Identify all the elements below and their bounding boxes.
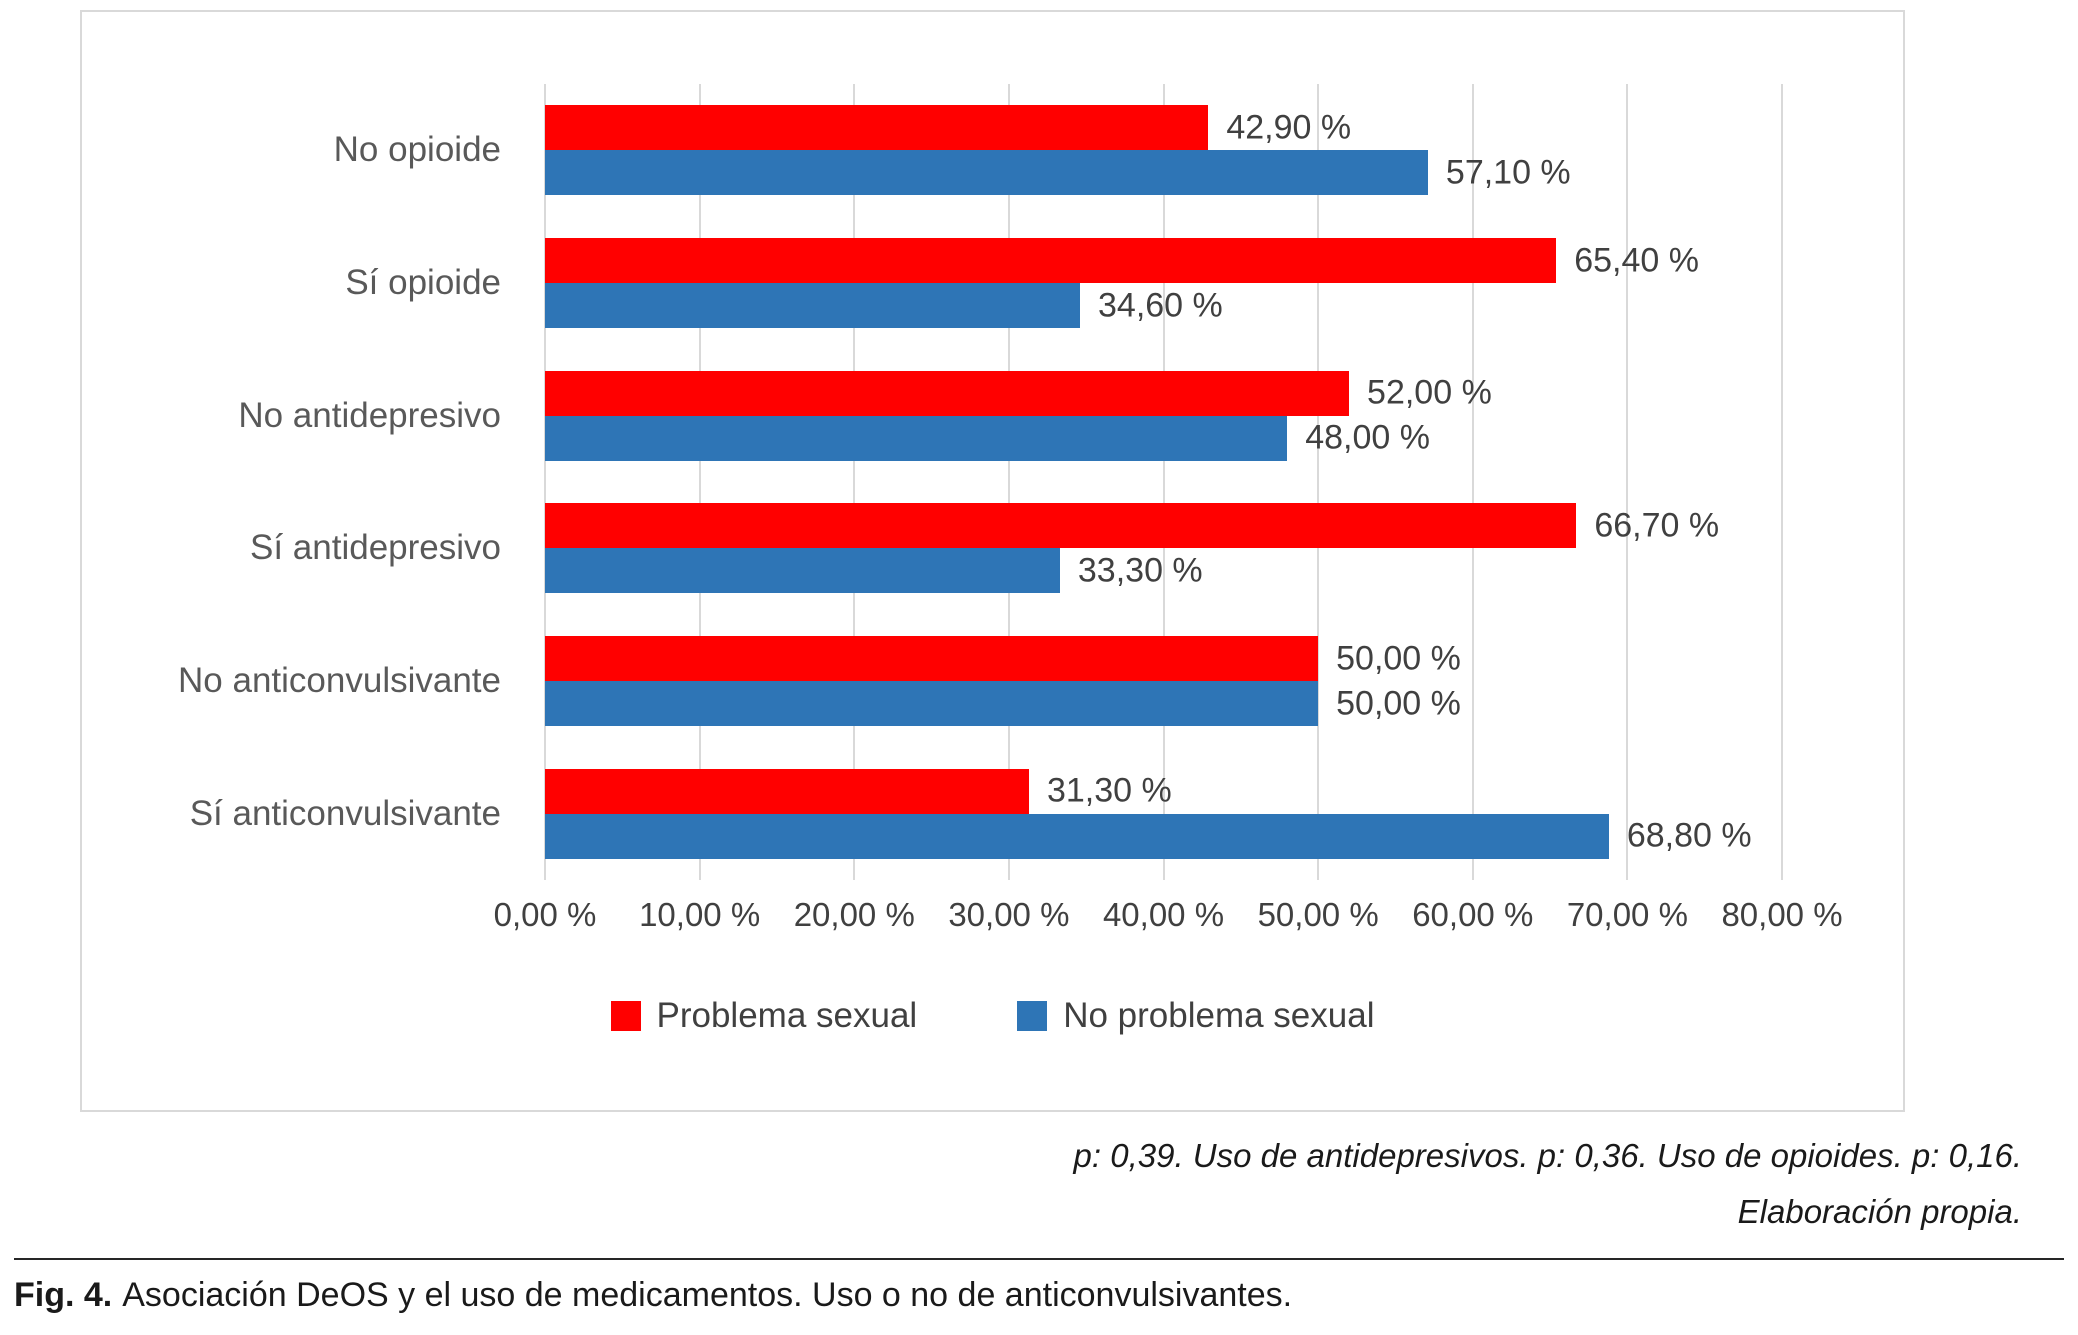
gridline [1007,84,1010,880]
plot-area: 42,90 % 57,10 % 65,40 % 34,60 % 52,00 % 48,00… [544,84,1783,880]
bar-no-problema-sexual: 50,00 % [545,681,1461,727]
caption-divider [14,1258,2064,1260]
figure-notes: p: 0,39. Uso de antidepresivos. p: 0,36.… [1074,1128,2022,1240]
x-axis-tick-label: 50,00 % [1257,896,1379,933]
gridlines [544,84,1783,880]
x-axis-tick-label: 20,00 % [793,896,915,933]
bar-no-problema-sexual: 33,30 % [545,548,1203,594]
bar-group: 31,30 % 68,80 % [545,747,1782,880]
gridline [1626,84,1629,880]
x-axis-tick-label: 40,00 % [1102,896,1225,933]
category-labels: No opioide Sí opioide No antidepresivo Sí a… [82,84,545,880]
bar-no-problema-sexual: 57,10 % [545,150,1571,196]
bar-group: 66,70 % 33,30 % [545,482,1782,615]
bar-no-problema-sexual: 68,80 % [545,813,1752,859]
notes-line-1: p: 0,39. Uso de antidepresivos. p: 0,36.… [1073,1137,2022,1174]
category-label: No opioide [333,130,501,170]
bar-problema-sexual: 65,40 % [545,238,1699,283]
gridline [1162,84,1165,880]
legend-item: Problema sexual [610,996,918,1036]
gridline [698,84,701,880]
value-label: 48,00 % [1305,418,1430,457]
bar-rows: 42,90 % 57,10 % 65,40 % 34,60 % 52,00 % 48,00… [545,84,1782,880]
bar-no-problema-sexual: 48,00 % [545,415,1430,461]
chart-container: No opioide Sí opioide No antidepresivo Sí a… [80,10,1905,1112]
x-axis-tick-label: 70,00 % [1566,896,1688,933]
value-label: 65,40 % [1574,241,1699,279]
value-label: 34,60 % [1098,286,1223,324]
figure-caption-label: Fig. 4. [14,1276,113,1314]
bar-problema-sexual: 52,00 % [545,370,1492,416]
x-axis-tick-label: 10,00 % [639,896,761,933]
gridline [1781,84,1783,880]
legend-swatch-icon [610,1001,641,1031]
legend-label: No problema sexual [1063,996,1375,1035]
value-label: 50,00 % [1336,684,1461,723]
legend-label: Problema sexual [656,996,918,1035]
bar-problema-sexual: 50,00 % [545,636,1461,682]
notes-line-2: Elaboración propia. [1737,1193,2022,1231]
value-label: 31,30 % [1046,771,1172,810]
x-axis: 0,00 % 10,00 % 20,00 % 30,00 % 40,00 % 50,00 … [494,896,1843,940]
value-label: 42,90 % [1226,108,1352,147]
gridline [853,84,856,880]
bar-group: 42,90 % 57,10 % [545,84,1782,217]
x-axis-tick-label: 30,00 % [948,896,1070,933]
x-axis-tick-label: 80,00 % [1721,896,1843,933]
category-label: No antidepresivo [238,395,501,435]
chart-body: No opioide Sí opioide No antidepresivo Sí a… [82,84,1903,880]
category-label: Sí opioide [345,263,501,302]
bar-no-problema-sexual: 34,60 % [545,283,1223,328]
value-label: 52,00 % [1367,373,1492,412]
category-label: Sí antidepresivo [250,528,501,568]
value-label: 57,10 % [1445,153,1571,192]
bar-problema-sexual: 66,70 % [545,503,1719,549]
value-label: 50,00 % [1336,639,1461,678]
gridline [544,84,546,880]
figure-caption-text: Asociación DeOS y el uso de medicamentos… [122,1276,1293,1314]
bar-group: 65,40 % 34,60 % [545,217,1782,350]
value-label: 33,30 % [1077,551,1203,590]
bar-problema-sexual: 31,30 % [545,768,1172,814]
category-label: No anticonvulsivante [178,661,501,701]
figure-caption: Fig. 4. Asociación DeOS y el uso de medic… [14,1276,1292,1315]
legend-swatch-icon [1017,1001,1048,1031]
gridline [1317,84,1320,880]
value-label: 68,80 % [1626,816,1752,855]
bar-group: 52,00 % 48,00 % [545,349,1782,482]
legend-item: No problema sexual [1017,996,1374,1036]
legend: Problema sexual No problema sexual [82,996,1903,1036]
x-axis-tick-label: 60,00 % [1412,896,1534,933]
category-label: Sí anticonvulsivante [189,793,501,833]
value-label: 66,70 % [1594,506,1720,545]
gridline [1471,84,1474,880]
bar-group: 50,00 % 50,00 % [545,615,1782,748]
x-axis-tick-label: 0,00 % [493,896,597,933]
bar-problema-sexual: 42,90 % [545,105,1351,151]
